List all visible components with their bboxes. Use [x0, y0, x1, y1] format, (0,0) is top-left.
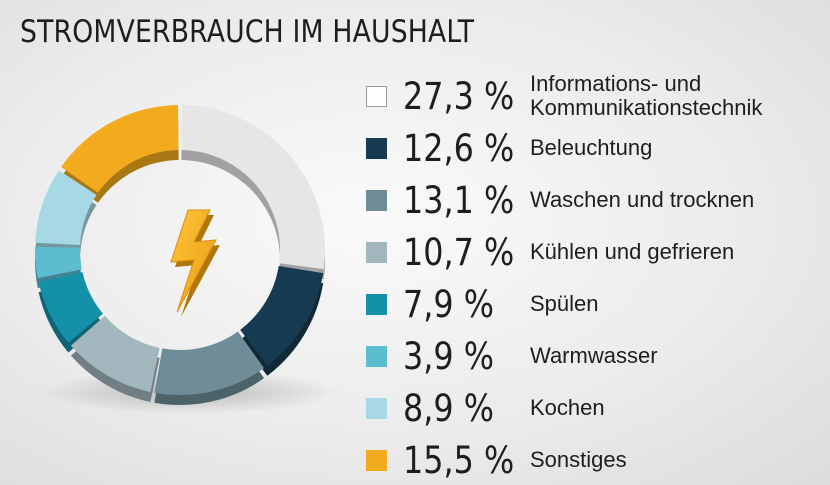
legend-swatch — [366, 190, 387, 211]
legend-item: 10,7 % Kühlen und gefrieren — [366, 228, 826, 280]
legend-swatch — [366, 242, 387, 263]
legend-item: 15,5 % Sonstiges — [366, 436, 826, 485]
legend-percent: 7,9 % — [403, 283, 494, 326]
legend-label: Spülen — [530, 291, 599, 316]
legend-label: Warmwasser — [530, 343, 658, 368]
legend-swatch — [366, 86, 387, 107]
legend-swatch — [366, 450, 387, 471]
legend-swatch — [366, 346, 387, 367]
legend-item: 3,9 % Warmwasser — [366, 332, 826, 384]
legend-label: Waschen und trocknen — [530, 187, 755, 212]
donut-segment — [35, 246, 82, 279]
legend-item: 27,3 % Informations- und Kommunikationstec… — [366, 72, 826, 124]
legend-label: Informations- und Kommunikationstechnik — [530, 71, 763, 120]
legend-item: 8,9 % Kochen — [366, 384, 826, 436]
chart-title: STROMVERBRAUCH IM HAUSHALT — [20, 14, 475, 50]
legend-percent: 10,7 % — [403, 231, 515, 274]
donut-segment — [181, 105, 325, 270]
legend-label: Sonstiges — [530, 447, 627, 472]
donut-segment — [240, 265, 324, 366]
legend-swatch — [366, 398, 387, 419]
legend-percent: 8,9 % — [403, 387, 494, 430]
lightning-bolt-icon — [170, 209, 220, 317]
legend-percent: 13,1 % — [403, 179, 515, 222]
legend-item: 7,9 % Spülen — [366, 280, 826, 332]
donut-segment — [154, 331, 265, 395]
legend-label: Beleuchtung — [530, 135, 653, 160]
donut-segment — [70, 315, 160, 392]
legend-item: 13,1 % Waschen und trocknen — [366, 176, 826, 228]
legend: 27,3 % Informations- und Kommunikationstec… — [366, 72, 826, 485]
donut-segment — [35, 170, 97, 245]
legend-percent: 15,5 % — [403, 439, 515, 482]
donut-segment — [38, 272, 104, 343]
legend-percent: 12,6 % — [403, 127, 515, 170]
donut-segments — [35, 105, 325, 405]
donut-chart — [35, 105, 340, 414]
donut-segment — [61, 105, 179, 193]
legend-percent: 3,9 % — [403, 335, 494, 378]
legend-percent: 27,3 % — [403, 75, 515, 118]
legend-label: Kühlen und gefrieren — [530, 239, 735, 264]
legend-label: Kochen — [530, 395, 605, 420]
legend-swatch — [366, 294, 387, 315]
legend-swatch — [366, 138, 387, 159]
legend-item: 12,6 % Beleuchtung — [366, 124, 826, 176]
